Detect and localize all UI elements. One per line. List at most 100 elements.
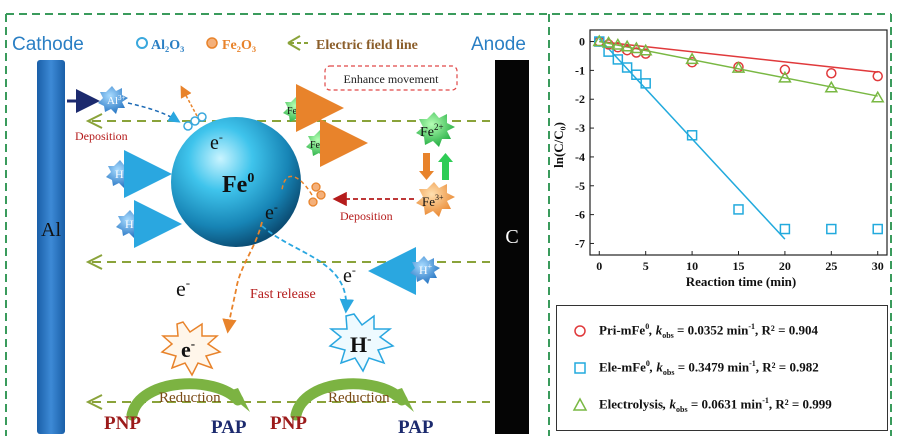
x-axis: 0 5 10 15 20 25 30	[596, 251, 884, 273]
fe-oxidation-arrow	[423, 153, 430, 171]
data-point-2	[778, 70, 792, 83]
fe2-ion-cycle-label: Fe2+	[420, 122, 444, 140]
h-plus-ion-3	[410, 256, 440, 284]
data-point-1	[733, 204, 744, 215]
pnp-label-2: PNP	[270, 413, 307, 434]
fit-line-2	[599, 40, 878, 97]
al2o3-deposit	[190, 116, 200, 126]
x-tick-label: 10	[686, 259, 698, 273]
internal-electron-path	[281, 175, 313, 196]
anode-electrode	[495, 60, 529, 434]
data-points	[592, 34, 885, 235]
legend-triangle-icon	[572, 397, 588, 411]
y-tick-label: -3	[575, 121, 585, 135]
data-point-0	[872, 70, 883, 82]
fe2-ion-cycle	[416, 112, 455, 147]
data-point-0	[826, 68, 837, 79]
data-point-2	[685, 52, 699, 65]
fe0-label: Fe0	[222, 171, 254, 198]
legend-entry-pri: Pri-mFe0, kobs = 0.0352 min-1, R² = 0.90…	[567, 320, 818, 342]
deposition-right-label: Deposition	[340, 209, 393, 223]
data-point-2	[611, 38, 625, 50]
al3-ion-label: Al3+	[107, 94, 126, 107]
chart-legend: Pri-mFe0, kobs = 0.0352 min-1, R² = 0.90…	[556, 305, 888, 431]
data-point-1	[826, 223, 837, 235]
fast-release-label: Fast release	[250, 287, 316, 302]
y-tick-label: -2	[575, 92, 585, 106]
pap-label-2: PAP	[398, 417, 434, 436]
hydride-label: H-	[350, 331, 371, 357]
anode-label: Anode	[471, 34, 526, 55]
fe3-ion	[416, 182, 455, 217]
data-point-2	[638, 43, 653, 56]
data-point-1	[872, 223, 883, 235]
x-tick-label: 30	[872, 259, 884, 273]
anode-electrode-label: C	[505, 226, 518, 248]
cathode-electrode-label: Al	[41, 219, 61, 241]
data-point-2	[592, 34, 607, 47]
y-tick-label: -5	[575, 179, 585, 193]
electron-inside: e-	[265, 200, 278, 224]
enhance-arrow	[180, 85, 198, 117]
field-legend-arrow-icon	[287, 35, 301, 51]
al2o3-legend-icon	[136, 37, 148, 49]
legend-entry-electrolysis-label: Electrolysis, kobs = 0.0631 min-1, R² = …	[599, 396, 832, 414]
hydride-burst	[328, 313, 395, 373]
fe0-sphere	[171, 117, 301, 247]
y-tick-label: -4	[575, 150, 585, 164]
al3-ion	[98, 86, 128, 114]
kinetics-chart: 0 -1 -2 -3 -4 -5 -6 -7 0 5 10 15 20 25 30 ln(C/C₀) Re…	[551, 29, 888, 289]
legend-entry-electrolysis: Electrolysis, kobs = 0.0631 min-1, R² = …	[567, 394, 832, 416]
electron-burst-label: e-	[181, 336, 195, 362]
data-point-1	[686, 130, 698, 141]
enhance-movement-box	[324, 65, 458, 91]
enhance-movement-label: Enhance movement	[344, 72, 440, 86]
al2o3-deposit	[197, 112, 207, 122]
legend-entry-ele-label: Ele-mFe0, kobs = 0.3479 min-1, R² = 0.98…	[599, 359, 819, 377]
data-point-2	[870, 90, 885, 103]
y-tick-label: -7	[575, 236, 585, 250]
data-point-1	[631, 69, 642, 80]
data-point-1	[640, 78, 651, 89]
data-point-2	[601, 35, 616, 48]
data-point-2	[824, 80, 839, 93]
x-tick-label: 25	[825, 259, 837, 273]
data-point-1	[779, 223, 791, 235]
electron-right: e-	[343, 263, 356, 287]
fe2o3-legend-label: Fe₂O₃	[222, 38, 256, 53]
data-point-2	[731, 61, 746, 73]
legend-circle-icon	[574, 325, 586, 337]
reduction-label-1: Reduction	[159, 390, 221, 406]
data-point-0	[779, 64, 791, 76]
legend-entry-pri-label: Pri-mFe0, kobs = 0.0352 min-1, R² = 0.90…	[599, 322, 818, 340]
hydride-path	[261, 225, 355, 314]
al2o3-legend-label: Al₂O₃	[151, 38, 184, 53]
fe2o3-deposit	[316, 190, 326, 200]
electron-released: e-	[176, 275, 190, 301]
x-tick-label: 0	[596, 259, 602, 273]
y-tick-label: 0	[579, 35, 585, 49]
data-point-2	[629, 41, 644, 54]
x-tick-label: 20	[779, 259, 791, 273]
reduction-label-2: Reduction	[328, 390, 390, 406]
fe2o3-deposit	[311, 182, 321, 192]
y-tick-label: -1	[575, 63, 585, 77]
cathode-electrode	[37, 60, 65, 434]
electron-burst	[160, 321, 222, 377]
x-axis-label: Reaction time (min)	[686, 274, 796, 289]
y-axis-label: ln(C/C₀)	[551, 122, 566, 168]
y-tick-label: -6	[575, 208, 585, 222]
electron-top: e-	[210, 130, 223, 154]
fe2o3-legend-icon	[206, 37, 218, 49]
al2o3-deposit	[183, 121, 193, 131]
mechanism-diagram: Cathode Anode Al₂O₃ Fe₂O₃ Electric field…	[12, 34, 529, 436]
x-tick-label: 5	[643, 259, 649, 273]
deposition-left-label: Deposition	[75, 129, 128, 143]
cathode-label: Cathode	[12, 34, 84, 55]
frame	[5, 13, 892, 436]
h-plus-ion-3-label: H+	[419, 262, 433, 277]
data-point-2	[620, 39, 634, 52]
data-point-1	[612, 54, 624, 65]
y-axis: 0 -1 -2 -3 -4 -5 -6 -7	[575, 35, 594, 250]
